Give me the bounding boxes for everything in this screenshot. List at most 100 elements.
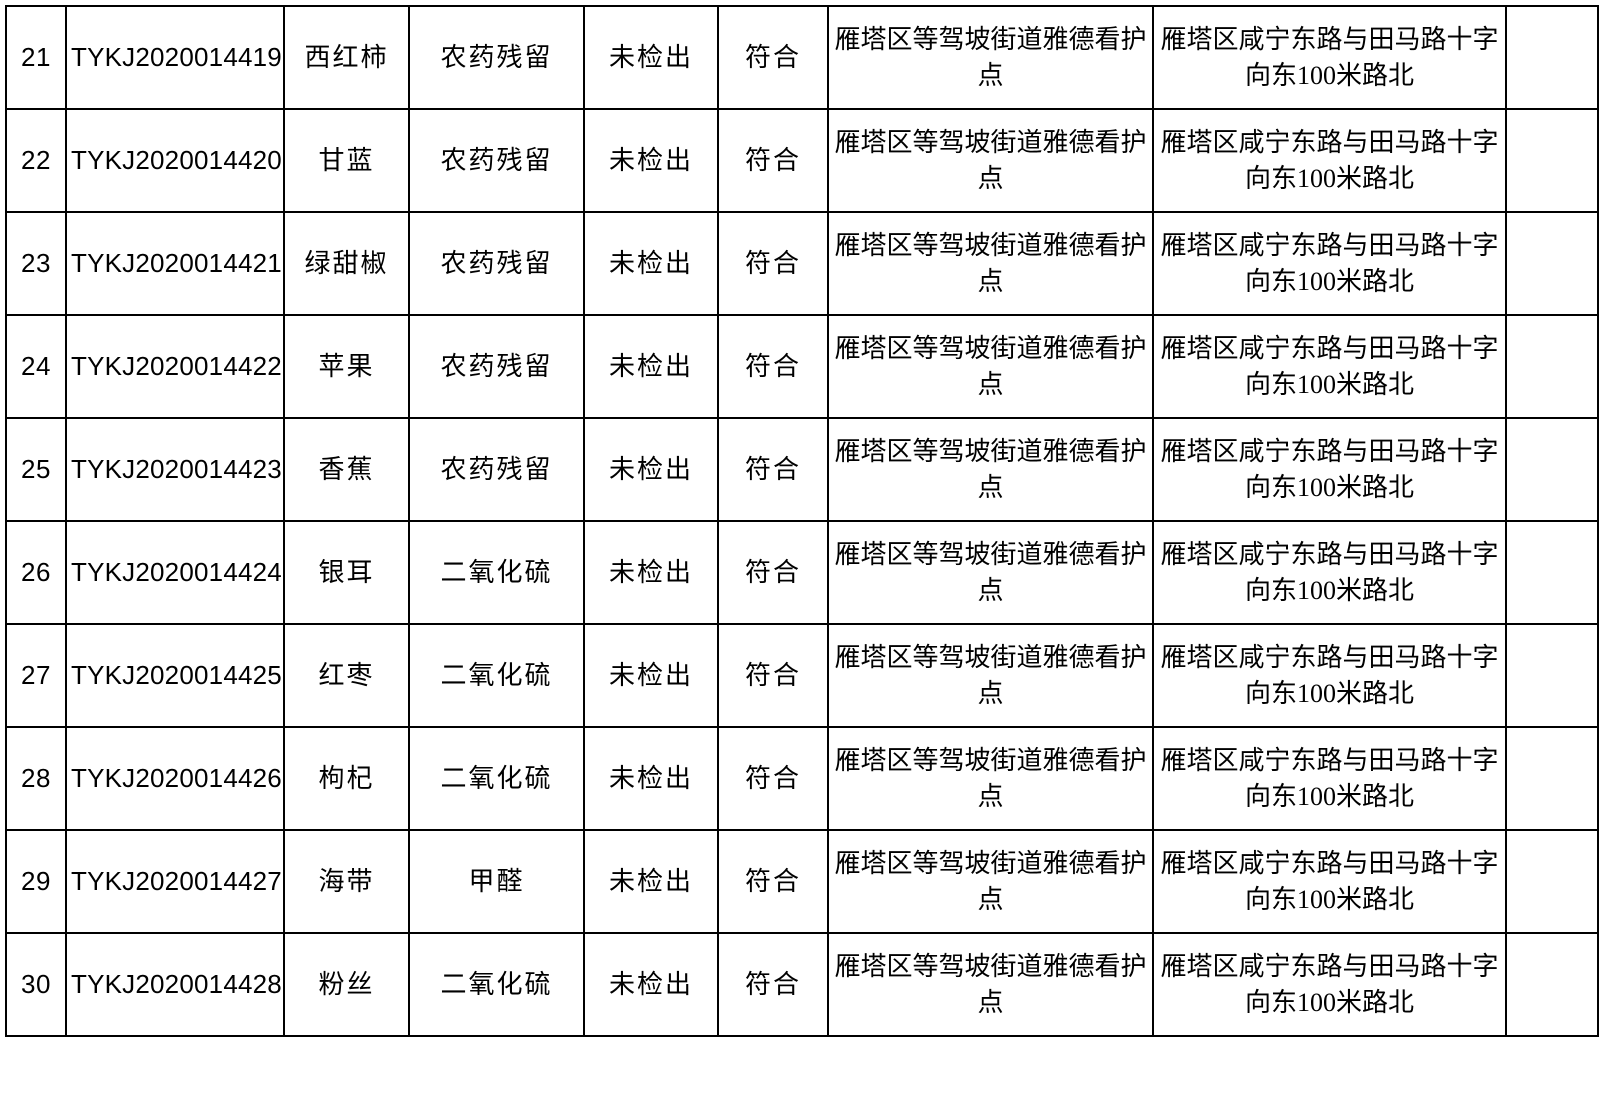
cell-serial-number: 22 <box>5 108 67 213</box>
cell-sample-code: TYKJ2020014420 <box>65 108 285 213</box>
cell-conclusion: 符合 <box>717 417 829 522</box>
cell-serial-number: 30 <box>5 932 67 1037</box>
cell-sample-code: TYKJ2020014419 <box>65 5 285 110</box>
table-row: 28 TYKJ2020014426 枸杞 二氧化硫 未检出 符合 雁塔区等驾坡街道雅德看护点… <box>5 726 1599 831</box>
cell-conclusion: 符合 <box>717 314 829 419</box>
cell-sample-code: TYKJ2020014423 <box>65 417 285 522</box>
cell-sampling-site: 雁塔区等驾坡街道雅德看护点 <box>827 417 1154 522</box>
cell-sampling-address: 雁塔区咸宁东路与田马路十字向东100米路北 <box>1152 623 1507 728</box>
cell-sample-code: TYKJ2020014426 <box>65 726 285 831</box>
cell-remark <box>1505 314 1599 419</box>
cell-serial-number: 26 <box>5 520 67 625</box>
cell-remark <box>1505 211 1599 316</box>
table-row: 26 TYKJ2020014424 银耳 二氧化硫 未检出 符合 雁塔区等驾坡街道雅德看护点… <box>5 520 1599 625</box>
cell-test-result: 未检出 <box>583 5 719 110</box>
cell-sampling-site: 雁塔区等驾坡街道雅德看护点 <box>827 5 1154 110</box>
cell-test-result: 未检出 <box>583 726 719 831</box>
cell-sample-code: TYKJ2020014422 <box>65 314 285 419</box>
cell-serial-number: 24 <box>5 314 67 419</box>
cell-sampling-site: 雁塔区等驾坡街道雅德看护点 <box>827 726 1154 831</box>
cell-conclusion: 符合 <box>717 726 829 831</box>
cell-sampling-address: 雁塔区咸宁东路与田马路十字向东100米路北 <box>1152 108 1507 213</box>
cell-remark <box>1505 108 1599 213</box>
cell-remark <box>1505 520 1599 625</box>
cell-conclusion: 符合 <box>717 108 829 213</box>
cell-remark <box>1505 829 1599 934</box>
cell-test-result: 未检出 <box>583 520 719 625</box>
cell-sampling-address: 雁塔区咸宁东路与田马路十字向东100米路北 <box>1152 314 1507 419</box>
cell-test-item: 农药残留 <box>408 417 585 522</box>
cell-remark <box>1505 726 1599 831</box>
cell-sampling-site: 雁塔区等驾坡街道雅德看护点 <box>827 623 1154 728</box>
cell-product-name: 西红柿 <box>283 5 410 110</box>
cell-remark <box>1505 932 1599 1037</box>
cell-sample-code: TYKJ2020014425 <box>65 623 285 728</box>
table-row: 27 TYKJ2020014425 红枣 二氧化硫 未检出 符合 雁塔区等驾坡街道雅德看护点… <box>5 623 1599 728</box>
cell-conclusion: 符合 <box>717 829 829 934</box>
cell-remark <box>1505 623 1599 728</box>
cell-conclusion: 符合 <box>717 932 829 1037</box>
cell-remark <box>1505 5 1599 110</box>
cell-product-name: 银耳 <box>283 520 410 625</box>
table-body: 21 TYKJ2020014419 西红柿 农药残留 未检出 符合 雁塔区等驾坡街道雅德看护… <box>5 5 1599 1037</box>
cell-product-name: 苹果 <box>283 314 410 419</box>
table-row: 25 TYKJ2020014423 香蕉 农药残留 未检出 符合 雁塔区等驾坡街道雅德看护点… <box>5 417 1599 522</box>
table-row: 21 TYKJ2020014419 西红柿 农药残留 未检出 符合 雁塔区等驾坡街道雅德看护… <box>5 5 1599 110</box>
cell-test-item: 二氧化硫 <box>408 932 585 1037</box>
inspection-results-table: 21 TYKJ2020014419 西红柿 农药残留 未检出 符合 雁塔区等驾坡街道雅德看护… <box>5 5 1599 1037</box>
cell-product-name: 枸杞 <box>283 726 410 831</box>
cell-test-result: 未检出 <box>583 108 719 213</box>
cell-product-name: 甘蓝 <box>283 108 410 213</box>
cell-conclusion: 符合 <box>717 520 829 625</box>
cell-serial-number: 28 <box>5 726 67 831</box>
cell-sampling-site: 雁塔区等驾坡街道雅德看护点 <box>827 108 1154 213</box>
cell-sampling-address: 雁塔区咸宁东路与田马路十字向东100米路北 <box>1152 829 1507 934</box>
cell-product-name: 红枣 <box>283 623 410 728</box>
cell-test-item: 二氧化硫 <box>408 623 585 728</box>
cell-sample-code: TYKJ2020014427 <box>65 829 285 934</box>
cell-test-item: 农药残留 <box>408 108 585 213</box>
cell-product-name: 海带 <box>283 829 410 934</box>
cell-sampling-site: 雁塔区等驾坡街道雅德看护点 <box>827 314 1154 419</box>
cell-sampling-address: 雁塔区咸宁东路与田马路十字向东100米路北 <box>1152 726 1507 831</box>
cell-product-name: 粉丝 <box>283 932 410 1037</box>
cell-test-item: 农药残留 <box>408 5 585 110</box>
cell-sampling-site: 雁塔区等驾坡街道雅德看护点 <box>827 932 1154 1037</box>
cell-serial-number: 29 <box>5 829 67 934</box>
cell-sample-code: TYKJ2020014421 <box>65 211 285 316</box>
cell-sampling-site: 雁塔区等驾坡街道雅德看护点 <box>827 211 1154 316</box>
cell-test-item: 农药残留 <box>408 314 585 419</box>
cell-product-name: 绿甜椒 <box>283 211 410 316</box>
cell-sample-code: TYKJ2020014424 <box>65 520 285 625</box>
cell-serial-number: 21 <box>5 5 67 110</box>
cell-sampling-site: 雁塔区等驾坡街道雅德看护点 <box>827 520 1154 625</box>
cell-remark <box>1505 417 1599 522</box>
cell-sampling-address: 雁塔区咸宁东路与田马路十字向东100米路北 <box>1152 211 1507 316</box>
cell-sampling-address: 雁塔区咸宁东路与田马路十字向东100米路北 <box>1152 417 1507 522</box>
cell-sampling-site: 雁塔区等驾坡街道雅德看护点 <box>827 829 1154 934</box>
cell-test-item: 农药残留 <box>408 211 585 316</box>
cell-test-result: 未检出 <box>583 829 719 934</box>
table-row: 22 TYKJ2020014420 甘蓝 农药残留 未检出 符合 雁塔区等驾坡街道雅德看护点… <box>5 108 1599 213</box>
cell-product-name: 香蕉 <box>283 417 410 522</box>
cell-test-result: 未检出 <box>583 211 719 316</box>
cell-serial-number: 27 <box>5 623 67 728</box>
cell-test-result: 未检出 <box>583 623 719 728</box>
cell-test-result: 未检出 <box>583 417 719 522</box>
cell-test-item: 二氧化硫 <box>408 520 585 625</box>
cell-sampling-address: 雁塔区咸宁东路与田马路十字向东100米路北 <box>1152 932 1507 1037</box>
cell-conclusion: 符合 <box>717 211 829 316</box>
cell-sample-code: TYKJ2020014428 <box>65 932 285 1037</box>
cell-serial-number: 25 <box>5 417 67 522</box>
cell-serial-number: 23 <box>5 211 67 316</box>
table-row: 23 TYKJ2020014421 绿甜椒 农药残留 未检出 符合 雁塔区等驾坡街道雅德看护… <box>5 211 1599 316</box>
table-row: 29 TYKJ2020014427 海带 甲醛 未检出 符合 雁塔区等驾坡街道雅德看护点 雁塔… <box>5 829 1599 934</box>
cell-test-result: 未检出 <box>583 932 719 1037</box>
table-row: 24 TYKJ2020014422 苹果 农药残留 未检出 符合 雁塔区等驾坡街道雅德看护点… <box>5 314 1599 419</box>
cell-test-item: 甲醛 <box>408 829 585 934</box>
cell-test-result: 未检出 <box>583 314 719 419</box>
cell-conclusion: 符合 <box>717 623 829 728</box>
cell-test-item: 二氧化硫 <box>408 726 585 831</box>
cell-conclusion: 符合 <box>717 5 829 110</box>
